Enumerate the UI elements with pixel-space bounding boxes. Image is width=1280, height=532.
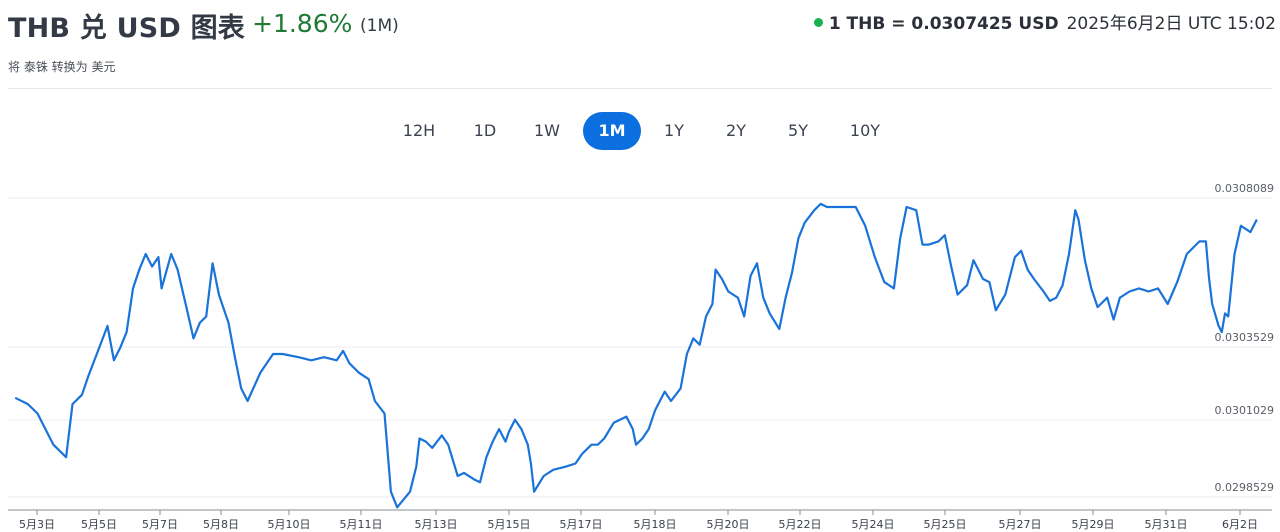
x-tick-label: 5月25日 bbox=[924, 518, 967, 531]
y-tick-label: 0.0303529 bbox=[1215, 331, 1275, 344]
x-tick-label: 5月22日 bbox=[779, 518, 822, 531]
period-button-1d[interactable]: 1D bbox=[473, 121, 497, 140]
subtitle: 将 泰铢 转换为 美元 bbox=[8, 60, 116, 74]
x-tick-label: 6月2日 bbox=[1222, 518, 1258, 531]
live-rate: 1 THB = 0.0307425 USD 2025年6月2日 UTC 15:02 bbox=[813, 9, 1276, 34]
y-tick-label: 0.0308089 bbox=[1215, 182, 1275, 195]
header: THB 兑 USD 图表 +1.86% (1M) bbox=[8, 6, 1280, 46]
x-tick-label: 5月13日 bbox=[415, 518, 458, 531]
percent-change: +1.86% bbox=[252, 9, 353, 38]
x-tick-label: 5月5日 bbox=[81, 518, 117, 531]
x-tick-label: 5月27日 bbox=[999, 518, 1042, 531]
y-tick-label: 0.0298529 bbox=[1215, 481, 1275, 494]
rate-chart: 0.0308089 0.0303529 0.0301029 0.0298529 5月3日… bbox=[8, 182, 1275, 531]
period-label: (1M) bbox=[360, 16, 399, 36]
divider bbox=[8, 88, 1272, 89]
x-tick-label: 5月10日 bbox=[268, 518, 311, 531]
y-tick-label: 0.0301029 bbox=[1215, 404, 1275, 417]
x-tick-label: 5月17日 bbox=[560, 518, 603, 531]
period-button-1y[interactable]: 1Y bbox=[664, 121, 684, 140]
period-selector: 12H 1D 1W 1M 1Y 2Y 5Y 10Y bbox=[0, 112, 1280, 150]
rate-text: 1 THB = 0.0307425 USD bbox=[828, 14, 1059, 34]
period-button-1m[interactable]: 1M bbox=[583, 112, 641, 150]
x-tick-label: 5月18日 bbox=[634, 518, 677, 531]
x-tick-label: 5月20日 bbox=[707, 518, 750, 531]
live-dot-icon bbox=[813, 18, 823, 27]
period-button-2y[interactable]: 2Y bbox=[726, 121, 746, 140]
rate-timestamp: 2025年6月2日 UTC 15:02 bbox=[1066, 14, 1276, 34]
series-line bbox=[14, 202, 1258, 509]
x-tick-label: 5月24日 bbox=[852, 518, 895, 531]
x-tick-label: 5月31日 bbox=[1145, 518, 1188, 531]
x-tick-label: 5月29日 bbox=[1072, 518, 1115, 531]
period-button-10y[interactable]: 10Y bbox=[849, 121, 881, 140]
period-button-12h[interactable]: 12H bbox=[402, 121, 436, 140]
period-button-1w[interactable]: 1W bbox=[534, 121, 560, 140]
x-tick-label: 5月11日 bbox=[340, 518, 383, 531]
x-tick-label: 5月7日 bbox=[142, 518, 178, 531]
period-button-5y[interactable]: 5Y bbox=[788, 121, 808, 140]
page-title: THB 兑 USD 图表 bbox=[8, 13, 245, 44]
x-tick-label: 5月8日 bbox=[203, 518, 239, 531]
x-tick-label: 5月3日 bbox=[19, 518, 55, 531]
x-tick-label: 5月15日 bbox=[488, 518, 531, 531]
